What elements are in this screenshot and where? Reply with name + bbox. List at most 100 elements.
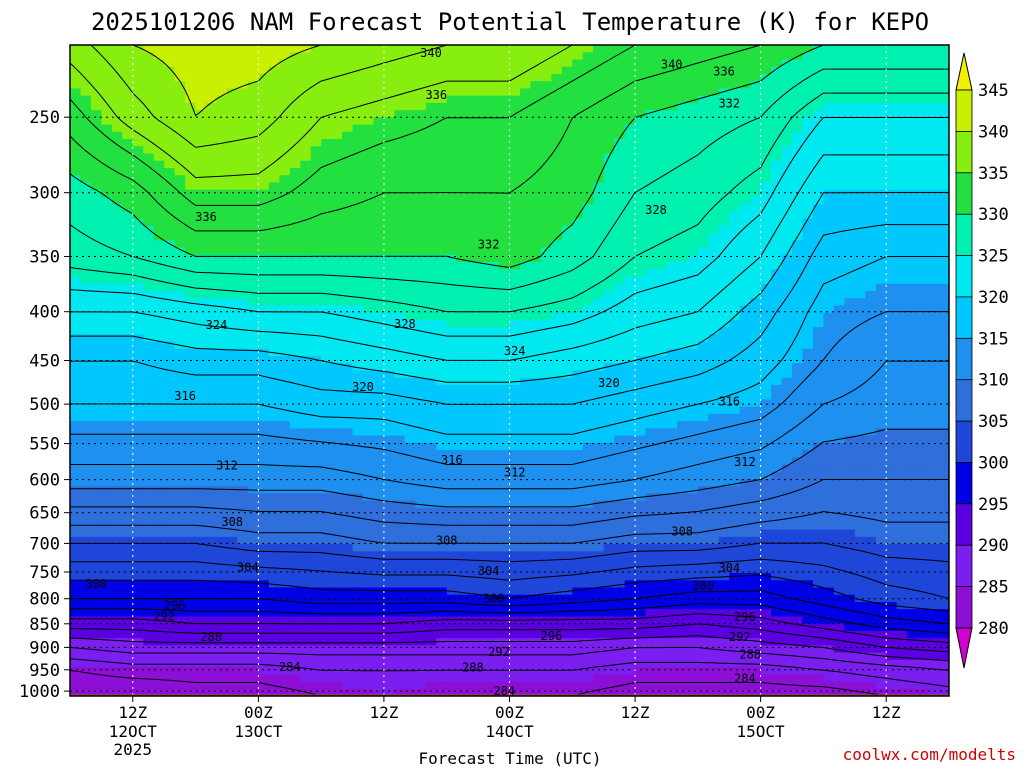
field-cell xyxy=(216,102,228,111)
field-cell xyxy=(394,117,406,126)
field-cell xyxy=(300,262,312,270)
field-cell xyxy=(206,66,218,75)
field-cell xyxy=(101,421,113,429)
field-cell xyxy=(216,59,228,68)
field-cell xyxy=(143,370,155,379)
field-cell xyxy=(310,283,322,292)
field-cell xyxy=(488,95,500,104)
field-cell xyxy=(237,276,249,285)
field-cell xyxy=(185,131,197,140)
field-cell xyxy=(268,558,280,567)
field-cell xyxy=(132,630,144,639)
field-cell xyxy=(561,167,573,176)
field-cell xyxy=(593,377,605,386)
field-cell xyxy=(300,52,312,61)
field-cell xyxy=(394,298,406,306)
field-cell xyxy=(645,370,657,379)
field-cell xyxy=(582,421,594,429)
field-cell xyxy=(90,450,102,458)
field-cell xyxy=(143,486,155,495)
field-cell xyxy=(195,522,207,531)
field-cell xyxy=(467,204,479,212)
field-cell xyxy=(352,536,364,545)
field-cell xyxy=(436,182,448,191)
field-cell xyxy=(540,262,552,270)
field-cell xyxy=(300,442,312,451)
field-cell xyxy=(90,117,102,126)
field-cell xyxy=(635,377,647,386)
field-cell xyxy=(122,254,134,263)
field-cell xyxy=(499,551,511,560)
field-cell xyxy=(226,522,239,531)
field-cell xyxy=(226,211,239,220)
field-cell xyxy=(331,59,343,68)
field-cell xyxy=(153,319,165,328)
field-cell xyxy=(174,59,186,68)
field-cell xyxy=(363,59,375,68)
field-cell xyxy=(635,442,647,451)
field-cell xyxy=(363,73,375,82)
field-cell xyxy=(499,110,511,118)
field-cell xyxy=(279,73,291,82)
field-cell xyxy=(404,493,416,502)
field-cell xyxy=(132,609,144,618)
field-cell xyxy=(174,254,186,263)
field-cell xyxy=(509,413,521,422)
field-cell xyxy=(342,269,354,278)
field-cell xyxy=(164,95,176,104)
field-cell xyxy=(446,131,458,140)
field-cell xyxy=(540,269,552,278)
field-cell xyxy=(373,507,385,516)
field-cell xyxy=(373,522,385,531)
field-cell xyxy=(540,225,552,234)
field-cell xyxy=(415,630,427,639)
field-cell xyxy=(185,225,197,234)
field-cell xyxy=(593,312,605,321)
field-cell xyxy=(582,471,594,480)
field-cell xyxy=(446,240,458,249)
field-cell xyxy=(279,493,291,502)
field-cell xyxy=(143,399,155,408)
field-cell xyxy=(321,153,333,162)
field-cell xyxy=(572,522,584,531)
field-cell xyxy=(153,153,165,162)
field-cell xyxy=(195,341,207,350)
field-cell xyxy=(289,638,301,646)
field-cell xyxy=(352,254,364,263)
field-cell xyxy=(268,254,280,263)
field-cell xyxy=(289,240,301,249)
field-cell xyxy=(446,674,458,683)
field-cell xyxy=(80,319,92,328)
field-cell xyxy=(352,262,364,270)
field-cell xyxy=(415,515,427,523)
field-cell xyxy=(226,124,239,133)
field-cell xyxy=(415,674,427,683)
field-cell xyxy=(226,225,239,234)
field-cell xyxy=(70,377,82,386)
field-cell xyxy=(478,182,490,191)
field-cell xyxy=(551,616,563,625)
field-cell xyxy=(551,442,563,451)
field-cell xyxy=(383,551,395,560)
field-cell xyxy=(70,565,82,574)
field-cell xyxy=(519,544,532,552)
field-cell xyxy=(446,88,458,97)
field-cell xyxy=(363,269,375,278)
field-cell xyxy=(300,464,312,473)
field-cell xyxy=(300,117,312,126)
field-cell xyxy=(425,529,437,538)
field-cell xyxy=(331,551,343,560)
field-cell xyxy=(352,392,364,401)
field-cell xyxy=(645,262,657,270)
field-cell xyxy=(488,659,500,668)
field-cell xyxy=(101,247,113,256)
field-cell xyxy=(394,659,406,668)
field-cell xyxy=(530,153,542,162)
field-cell xyxy=(540,66,552,75)
field-cell xyxy=(342,558,354,567)
field-cell xyxy=(153,262,165,270)
field-cell xyxy=(446,189,458,198)
field-cell xyxy=(540,565,552,574)
field-cell xyxy=(247,363,259,372)
field-cell xyxy=(394,486,406,495)
